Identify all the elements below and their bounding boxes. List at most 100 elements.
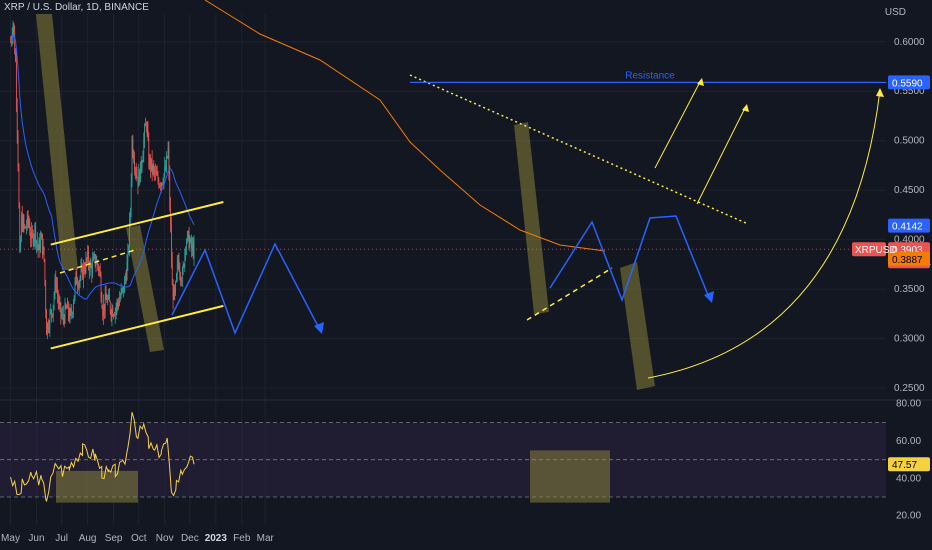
- candle-body: [20, 238, 21, 251]
- projection-curve: [647, 89, 881, 379]
- candle-body: [174, 287, 176, 294]
- candle-body: [80, 268, 82, 278]
- candle-body: [118, 303, 119, 306]
- candle-body: [129, 219, 130, 248]
- candle-body: [142, 155, 144, 163]
- candle-body: [47, 323, 48, 336]
- candle-body: [101, 297, 103, 308]
- candle-body: [49, 312, 51, 328]
- rsi-tick-label: 40.00: [896, 473, 921, 484]
- candle-body: [45, 282, 47, 311]
- candle-body: [27, 214, 29, 220]
- candle-body: [75, 272, 77, 282]
- rsi-tick-label: 60.00: [896, 436, 921, 447]
- candle-body: [63, 317, 65, 323]
- arrow-head: [314, 322, 324, 334]
- candle-body: [115, 307, 117, 311]
- candle-body: [169, 171, 171, 206]
- price-tags: 0.55900.41420.390310:50:310.3887XRPUSD47…: [852, 75, 931, 472]
- ma-short-line: [10, 33, 195, 300]
- candle-body: [36, 240, 37, 244]
- candle-body: [159, 184, 161, 187]
- candle-body: [108, 294, 109, 299]
- candle-body: [147, 129, 149, 139]
- candle-body: [155, 171, 157, 175]
- drop-zone-november: [514, 122, 549, 314]
- rsi-tick-label: 80.00: [896, 399, 921, 410]
- projected-drop-zone: [620, 262, 655, 390]
- candle-body: [29, 225, 31, 235]
- candle-body: [93, 256, 94, 261]
- time-axis[interactable]: May Jun Jul Aug Sep Oct Nov Dec 2023 Feb Mar: [1, 533, 274, 544]
- price-tag-box: [888, 251, 930, 266]
- candle-body: [24, 225, 26, 228]
- candle-body: [98, 266, 99, 271]
- rsi-pane: [0, 399, 932, 503]
- time-tick-label: 2023: [205, 533, 228, 544]
- candle-body: [192, 244, 194, 257]
- ma-long-price-tag: 0.3887: [888, 251, 930, 266]
- candle-body: [97, 261, 99, 267]
- candle-body: [140, 161, 141, 183]
- candle-body: [31, 231, 33, 233]
- candle-body: [161, 183, 162, 187]
- candle-body: [77, 284, 78, 286]
- candle-body: [151, 158, 153, 172]
- candle-body: [31, 231, 32, 239]
- candle-body: [38, 239, 40, 251]
- candle-body: [182, 264, 184, 273]
- candle-body: [37, 245, 39, 251]
- candle-body: [72, 312, 73, 314]
- candle-body: [110, 311, 112, 317]
- candle-body: [56, 285, 57, 287]
- price-tag-box: [888, 457, 930, 472]
- candle-body: [13, 23, 15, 33]
- candle-body: [42, 233, 43, 254]
- time-tick-label: Dec: [181, 533, 199, 544]
- candle-body: [26, 226, 27, 229]
- candle-body: [133, 154, 135, 162]
- candle-body: [95, 263, 97, 265]
- candle-body: [114, 315, 115, 317]
- candle-body: [122, 286, 124, 289]
- candle-body: [16, 60, 17, 103]
- candle-body: [69, 309, 71, 320]
- candle-body: [35, 225, 37, 244]
- price-tag-value: 47.57: [892, 460, 917, 471]
- time-tick-label: Jun: [28, 533, 44, 544]
- candle-body: [176, 263, 178, 274]
- candlesticks: [10, 20, 195, 340]
- candle-body: [117, 301, 119, 304]
- price-tick-label: 0.2500: [894, 383, 925, 394]
- time-tick-label: Aug: [79, 533, 97, 544]
- candle-body: [116, 301, 118, 308]
- drop-zone-june: [126, 225, 164, 352]
- candle-body: [99, 268, 101, 277]
- candle-body: [26, 214, 28, 227]
- resistance-price-tag: 0.5590: [888, 75, 930, 90]
- candle-body: [111, 308, 113, 317]
- candle-body: [104, 303, 105, 311]
- candle-body: [105, 294, 107, 300]
- candle-body: [120, 290, 122, 298]
- candle-body: [30, 234, 31, 239]
- candle-body: [121, 288, 123, 291]
- candle-body: [39, 239, 41, 251]
- projection-arrow: [696, 105, 747, 205]
- candle-body: [143, 139, 145, 156]
- candle-body: [89, 262, 91, 272]
- candle-body: [132, 139, 134, 155]
- candle-body: [134, 161, 135, 170]
- price-axis[interactable]: 0.6000 0.5500 0.5000 0.4500 0.4000 0.3500 0.30…: [894, 37, 925, 522]
- candle-body: [124, 277, 126, 280]
- candle-body: [181, 272, 183, 283]
- price-tag-box: [888, 218, 930, 233]
- candle-body: [61, 314, 62, 316]
- candle-body: [17, 134, 19, 167]
- moving-averages: [10, 0, 606, 300]
- candle-body: [140, 161, 142, 168]
- candle-body: [73, 295, 75, 304]
- candle-body: [186, 232, 188, 243]
- candle-body: [175, 281, 176, 294]
